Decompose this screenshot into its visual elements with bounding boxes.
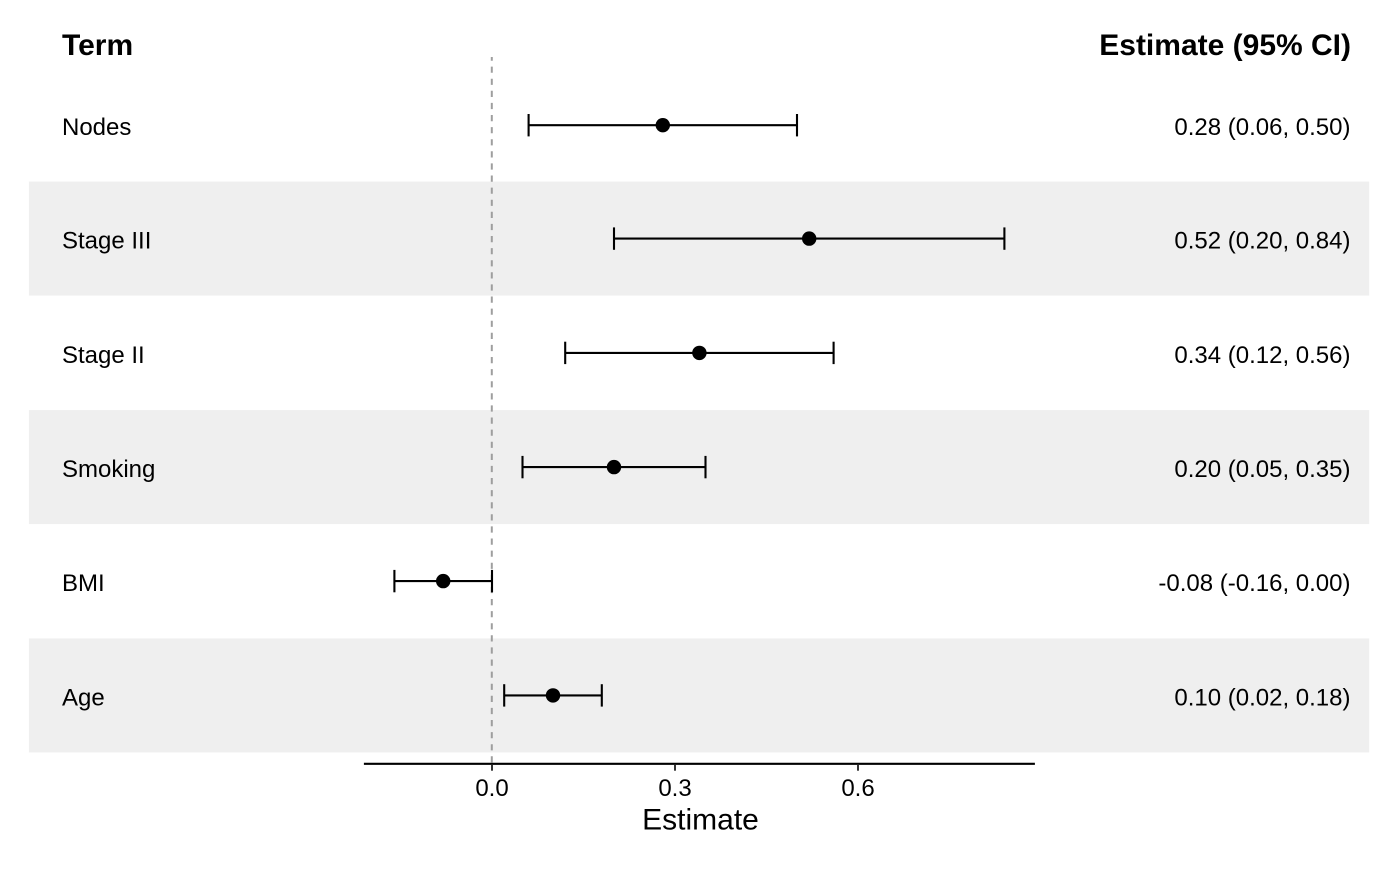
svg-text:0.6: 0.6 — [841, 775, 874, 802]
svg-text:0.28 (0.06, 0.50): 0.28 (0.06, 0.50) — [1174, 114, 1350, 141]
svg-text:Stage II: Stage II — [62, 342, 145, 369]
svg-text:Estimate (95% CI): Estimate (95% CI) — [1099, 29, 1351, 62]
svg-text:Smoking: Smoking — [62, 456, 155, 483]
svg-text:Term: Term — [62, 29, 133, 62]
svg-text:0.20 (0.05, 0.35): 0.20 (0.05, 0.35) — [1174, 456, 1350, 483]
svg-text:Estimate: Estimate — [642, 804, 759, 837]
svg-text:Stage III: Stage III — [62, 228, 151, 255]
svg-text:0.0: 0.0 — [475, 775, 508, 802]
svg-text:-0.08 (-0.16, 0.00): -0.08 (-0.16, 0.00) — [1158, 570, 1350, 597]
svg-text:Nodes: Nodes — [62, 114, 131, 141]
svg-text:0.10 (0.02, 0.18): 0.10 (0.02, 0.18) — [1174, 684, 1350, 711]
svg-text:0.3: 0.3 — [658, 775, 691, 802]
svg-text:Age: Age — [62, 684, 105, 711]
svg-text:0.52 (0.20, 0.84): 0.52 (0.20, 0.84) — [1174, 228, 1350, 255]
svg-text:0.34 (0.12, 0.56): 0.34 (0.12, 0.56) — [1174, 342, 1350, 369]
svg-text:BMI: BMI — [62, 570, 105, 597]
